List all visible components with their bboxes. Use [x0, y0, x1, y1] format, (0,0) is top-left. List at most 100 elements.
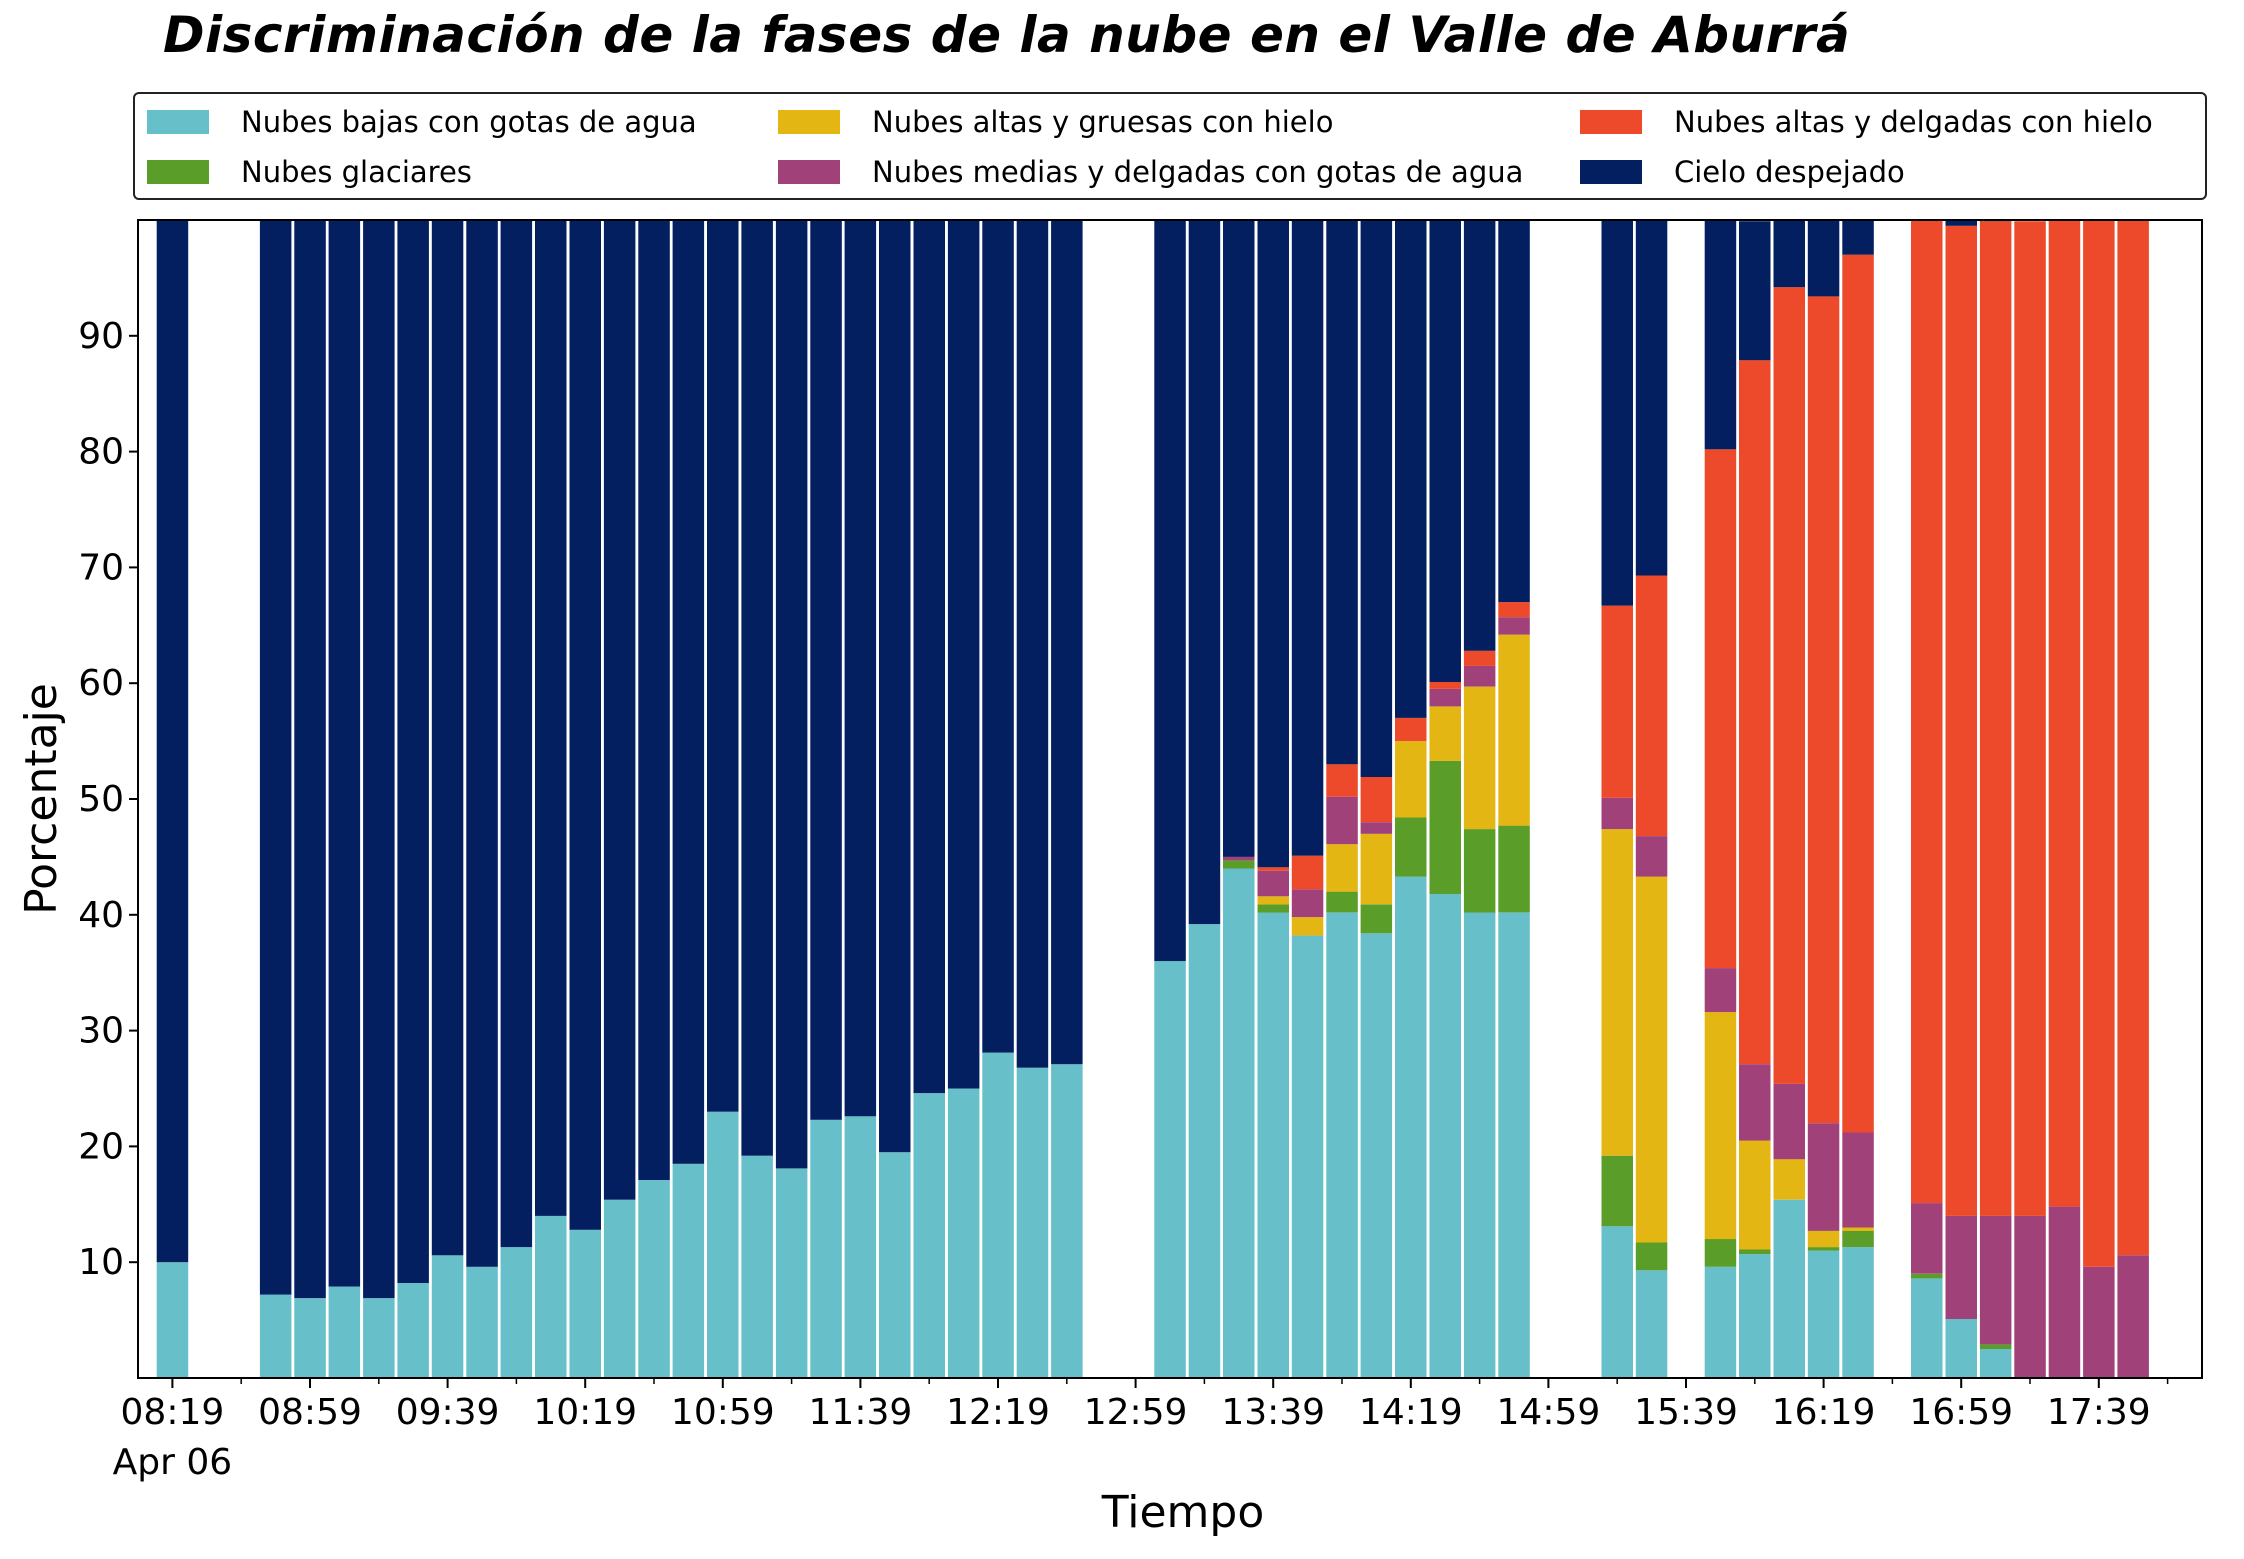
bar-nubes-medias-y-delgadas-con-gotas-de-agua — [2083, 1266, 2115, 1378]
bar-nubes-medias-y-delgadas-con-gotas-de-agua — [1360, 822, 1393, 834]
bar-cielo-despejado — [844, 220, 877, 1117]
bar-cielo-despejado — [1463, 220, 1496, 651]
bar-cielo-despejado — [879, 220, 911, 1153]
bar-nubes-bajas-con-gotas-de-agua — [1051, 1064, 1083, 1378]
bar-nubes-medias-y-delgadas-con-gotas-de-agua — [1291, 889, 1324, 918]
bar-cielo-despejado — [1154, 220, 1186, 962]
bar-cielo-despejado — [156, 220, 189, 1263]
bar-nubes-medias-y-delgadas-con-gotas-de-agua — [1773, 1083, 1805, 1160]
bar-nubes-bajas-con-gotas-de-agua — [259, 1294, 292, 1378]
bar-nubes-glaciares — [1635, 1242, 1668, 1271]
bar-nubes-medias-y-delgadas-con-gotas-de-agua — [1223, 856, 1255, 861]
bar-nubes-bajas-con-gotas-de-agua — [1188, 924, 1221, 1378]
bar-cielo-despejado — [1326, 220, 1358, 765]
bar-nubes-glaciares — [1429, 760, 1461, 894]
bar-nubes-bajas-con-gotas-de-agua — [1807, 1250, 1840, 1378]
bar-nubes-altas-y-delgadas-con-hielo — [1739, 360, 1771, 1065]
x-tick-label: 09:39 — [396, 1392, 500, 1433]
bar-cielo-despejado — [1739, 221, 1771, 361]
bar-nubes-altas-y-delgadas-con-hielo — [1807, 296, 1840, 1124]
bar-nubes-bajas-con-gotas-de-agua — [1704, 1266, 1737, 1378]
x-tick-label: 10:59 — [671, 1392, 775, 1433]
bar-cielo-despejado — [775, 220, 808, 1169]
bar-cielo-despejado — [397, 220, 429, 1283]
bar-nubes-altas-y-gruesas-con-hielo — [1257, 896, 1289, 905]
bar-cielo-despejado — [259, 220, 292, 1295]
bar-nubes-medias-y-delgadas-con-gotas-de-agua — [1463, 665, 1496, 687]
bar-nubes-altas-y-gruesas-con-hielo — [1739, 1140, 1771, 1250]
bar-nubes-medias-y-delgadas-con-gotas-de-agua — [1429, 689, 1461, 707]
bar-nubes-bajas-con-gotas-de-agua — [1395, 876, 1427, 1378]
bar-cielo-despejado — [1498, 220, 1530, 603]
bar-nubes-bajas-con-gotas-de-agua — [879, 1152, 911, 1378]
bar-nubes-bajas-con-gotas-de-agua — [1429, 894, 1461, 1378]
bar-nubes-glaciares — [1395, 817, 1427, 877]
bar-nubes-bajas-con-gotas-de-agua — [844, 1116, 877, 1378]
bar-nubes-glaciares — [1326, 891, 1358, 913]
x-tick-label: 12:19 — [946, 1392, 1050, 1433]
bar-nubes-medias-y-delgadas-con-gotas-de-agua — [1704, 968, 1737, 1013]
legend-label: Nubes altas y delgadas con hielo — [1674, 105, 2153, 139]
bar-cielo-despejado — [1188, 220, 1221, 925]
legend-item-nubes-medias-y-delgadas-con-gotas-de-agua: Nubes medias y delgadas con gotas de agu… — [778, 152, 1523, 192]
bar-nubes-altas-y-delgadas-con-hielo — [1257, 867, 1289, 871]
legend: Nubes bajas con gotas de agua Nubes glaci… — [133, 92, 2207, 200]
bar-nubes-bajas-con-gotas-de-agua — [672, 1163, 705, 1378]
bar-nubes-altas-y-gruesas-con-hielo — [1429, 706, 1461, 761]
bar-nubes-bajas-con-gotas-de-agua — [363, 1298, 395, 1378]
x-tick-label: 10:19 — [533, 1392, 637, 1433]
bar-nubes-medias-y-delgadas-con-gotas-de-agua — [1739, 1064, 1771, 1141]
bar-cielo-despejado — [1945, 220, 1977, 226]
bar-nubes-bajas-con-gotas-de-agua — [466, 1266, 498, 1378]
bar-nubes-altas-y-gruesas-con-hielo — [1326, 844, 1358, 892]
bar-nubes-bajas-con-gotas-de-agua — [741, 1155, 773, 1378]
bar-nubes-altas-y-delgadas-con-hielo — [1773, 287, 1805, 1084]
bar-cielo-despejado — [1842, 220, 1874, 255]
bar-nubes-bajas-con-gotas-de-agua — [1360, 933, 1393, 1378]
bar-nubes-altas-y-delgadas-con-hielo — [2014, 221, 2046, 1216]
legend-swatch — [778, 110, 840, 134]
x-tick-label: 14:59 — [1497, 1392, 1601, 1433]
y-tick-label: 70 — [78, 547, 124, 588]
bar-nubes-bajas-con-gotas-de-agua — [294, 1298, 326, 1378]
legend-item-cielo-despejado: Cielo despejado — [1580, 152, 1905, 192]
bar-cielo-despejado — [535, 220, 567, 1216]
legend-swatch — [1580, 160, 1642, 184]
y-tick-label: 50 — [78, 779, 124, 820]
x-tick-label: 14:19 — [1359, 1392, 1463, 1433]
bars-layer — [156, 220, 2149, 1378]
bar-nubes-altas-y-delgadas-con-hielo — [1498, 602, 1530, 618]
bar-nubes-bajas-con-gotas-de-agua — [1842, 1247, 1874, 1378]
legend-label: Nubes glaciares — [241, 155, 472, 189]
bar-cielo-despejado — [1257, 220, 1289, 868]
bar-nubes-altas-y-gruesas-con-hielo — [1360, 833, 1393, 905]
legend-swatch — [147, 110, 209, 134]
bar-nubes-altas-y-delgadas-con-hielo — [1360, 777, 1393, 823]
bar-cielo-despejado — [1395, 220, 1427, 718]
bar-nubes-glaciares — [1979, 1344, 2012, 1349]
y-tick-label: 60 — [78, 663, 124, 704]
y-tick-label: 10 — [78, 1242, 124, 1283]
bar-nubes-bajas-con-gotas-de-agua — [397, 1283, 429, 1378]
bar-nubes-bajas-con-gotas-de-agua — [603, 1199, 636, 1378]
bar-nubes-bajas-con-gotas-de-agua — [156, 1262, 189, 1378]
bar-cielo-despejado — [1360, 220, 1393, 777]
bar-cielo-despejado — [500, 220, 533, 1248]
bar-nubes-bajas-con-gotas-de-agua — [982, 1052, 1014, 1378]
bar-cielo-despejado — [1429, 220, 1461, 682]
bar-cielo-despejado — [810, 220, 842, 1120]
bar-nubes-bajas-con-gotas-de-agua — [1326, 912, 1358, 1378]
bar-nubes-medias-y-delgadas-con-gotas-de-agua — [2048, 1206, 2081, 1378]
bar-nubes-altas-y-delgadas-con-hielo — [1601, 605, 1633, 798]
bar-nubes-bajas-con-gotas-de-agua — [1773, 1199, 1805, 1378]
legend-item-nubes-altas-y-delgadas-con-hielo: Nubes altas y delgadas con hielo — [1580, 102, 2153, 142]
legend-swatch — [147, 160, 209, 184]
bar-nubes-altas-y-delgadas-con-hielo — [1429, 682, 1461, 689]
bar-nubes-altas-y-gruesas-con-hielo — [1635, 876, 1668, 1243]
bar-nubes-bajas-con-gotas-de-agua — [1979, 1349, 2012, 1378]
bar-nubes-medias-y-delgadas-con-gotas-de-agua — [1911, 1203, 1943, 1274]
bar-nubes-glaciares — [1223, 860, 1255, 869]
bar-nubes-medias-y-delgadas-con-gotas-de-agua — [1842, 1132, 1874, 1228]
bar-nubes-bajas-con-gotas-de-agua — [638, 1180, 670, 1378]
bar-nubes-altas-y-gruesas-con-hielo — [1842, 1227, 1874, 1231]
